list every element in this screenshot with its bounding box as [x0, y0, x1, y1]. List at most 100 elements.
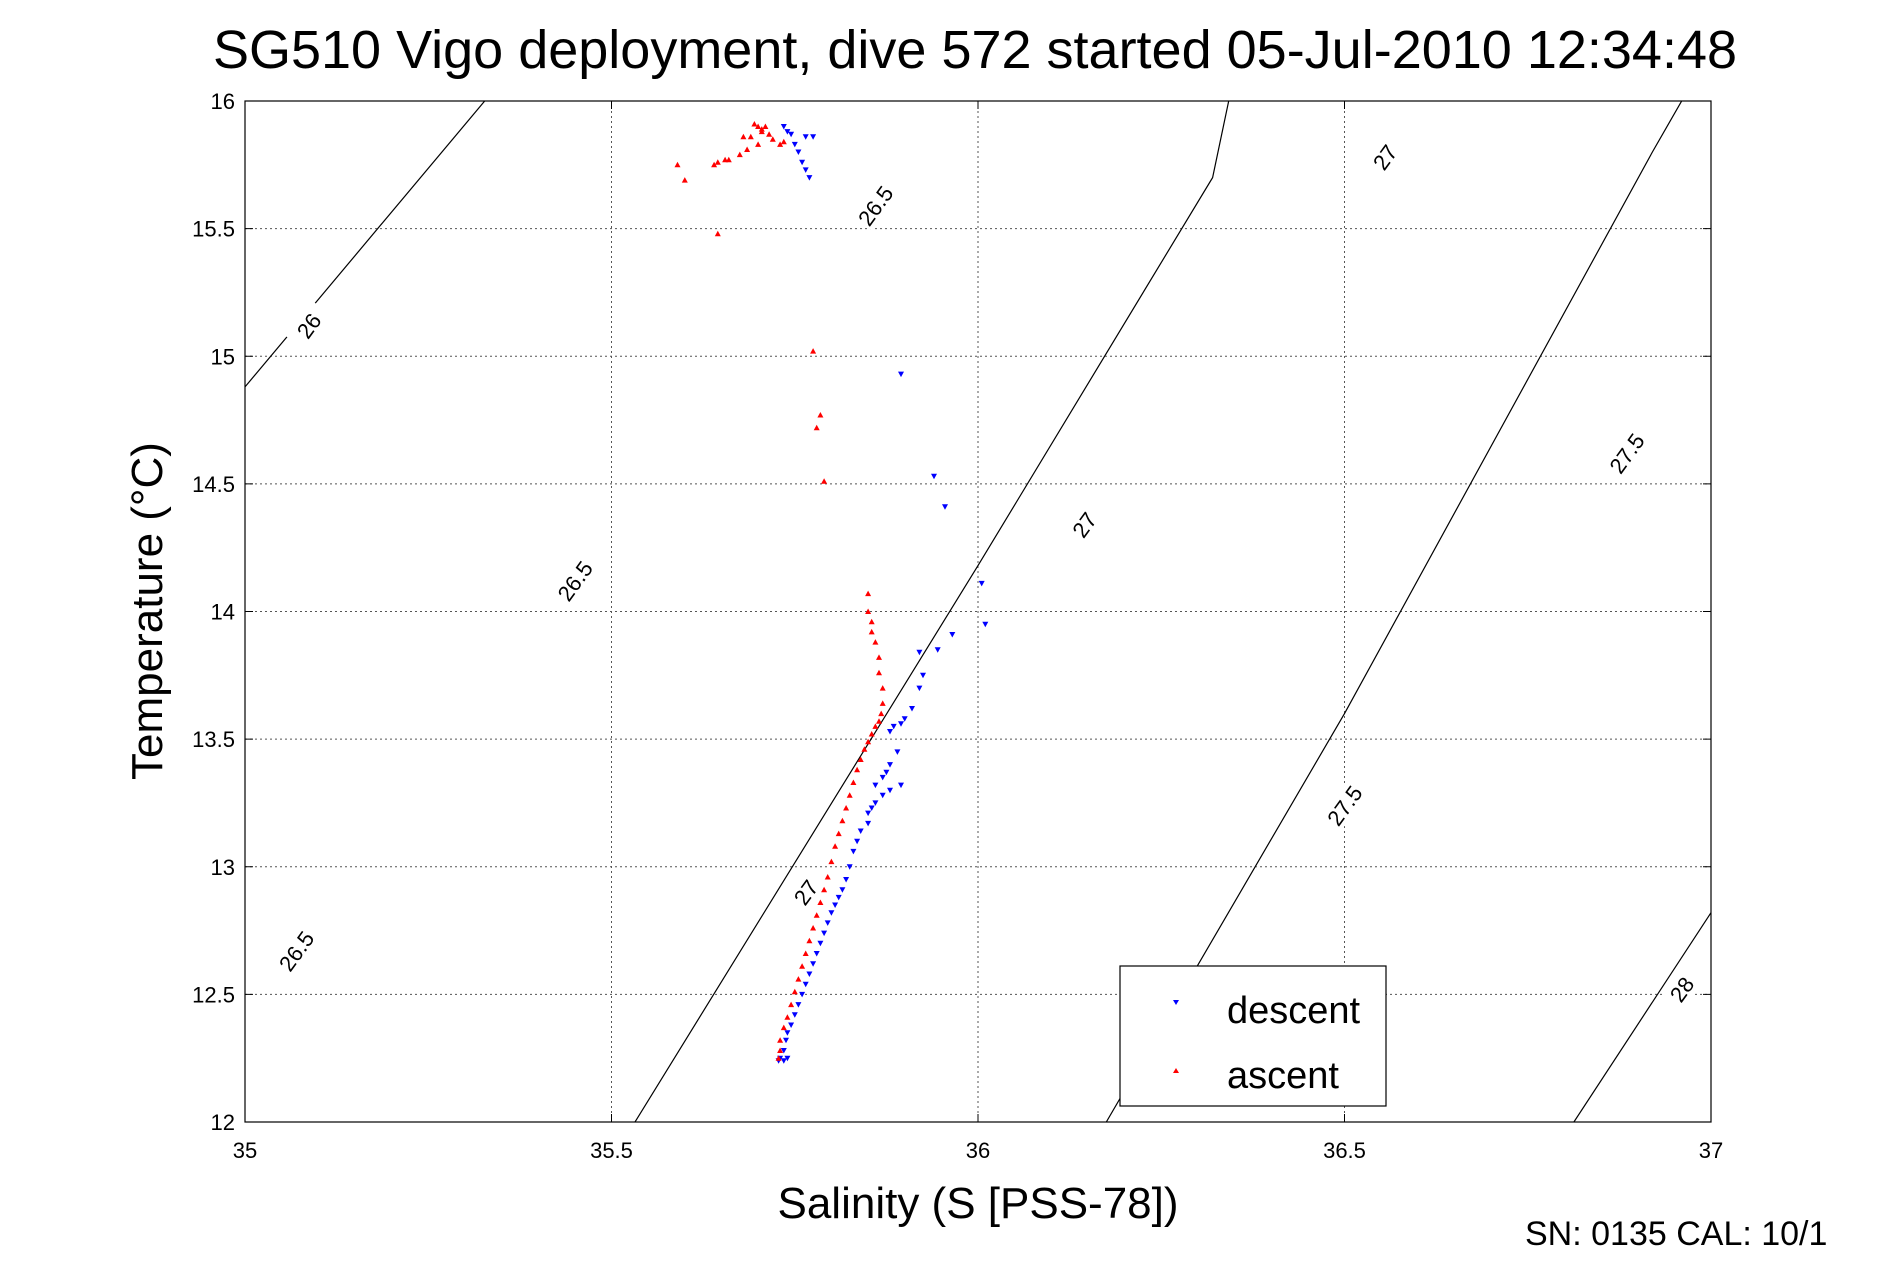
- ascent-point: [876, 718, 882, 724]
- contour-line-26-5: [634, 101, 1230, 1122]
- legend-ascent-marker: [1173, 1068, 1179, 1073]
- ascent-point: [878, 710, 885, 717]
- density-contours: [245, 101, 1711, 1122]
- contour-label-backdrop: [1321, 780, 1368, 831]
- ascent-point: [751, 121, 758, 127]
- descent-point: [887, 729, 893, 735]
- descent-point: [784, 1030, 791, 1036]
- x-tick-label: 37: [1699, 1138, 1723, 1163]
- ascent-point: [854, 766, 861, 773]
- ascent-point: [736, 151, 743, 158]
- ascent-point: [861, 746, 868, 752]
- descent-point: [784, 1055, 791, 1062]
- descent-point: [931, 473, 937, 480]
- descent-point: [802, 134, 809, 140]
- ascent-point: [775, 1055, 782, 1061]
- ascent-point: [850, 779, 857, 785]
- y-tick-label: 12: [211, 1110, 235, 1135]
- ascent-point: [810, 348, 817, 354]
- legend-box: [1119, 965, 1387, 1107]
- descent-point: [934, 647, 941, 653]
- descent-point: [887, 787, 893, 794]
- x-tick-label: 36.5: [1323, 1138, 1366, 1163]
- descent-point: [791, 1012, 798, 1018]
- ascent-point: [817, 899, 824, 905]
- descent-point: [821, 930, 828, 937]
- contour-label-backdrop: [286, 300, 332, 351]
- contour-label-backdrop: [273, 926, 319, 976]
- ascent-point: [740, 133, 747, 140]
- descent-point: [802, 981, 809, 988]
- descent-point: [872, 800, 879, 806]
- descent-point: [890, 723, 897, 730]
- descent-point: [916, 649, 923, 656]
- grid-lines: [245, 101, 1711, 1122]
- descent-point: [982, 621, 989, 628]
- ascent-point: [777, 1047, 784, 1053]
- descent-point: [784, 129, 791, 135]
- ascent-point: [868, 628, 875, 635]
- descent-point: [828, 910, 835, 916]
- descent-point: [780, 1048, 787, 1054]
- ascent-point: [758, 128, 765, 135]
- legend-descent-label: descent: [1227, 990, 1361, 1032]
- ascent-point: [795, 976, 802, 982]
- y-tick-label: 15: [211, 344, 235, 369]
- descent-point: [780, 124, 787, 130]
- chart-title: SG510 Vigo deployment, dive 572 started …: [213, 20, 1737, 80]
- footer-serial-cal: SN: 0135 CAL: 10/1: [1525, 1215, 1827, 1253]
- ascent-point: [784, 1014, 791, 1020]
- y-tick-label: 16: [211, 89, 235, 114]
- ascent-point: [813, 424, 820, 431]
- ascent-point: [674, 161, 681, 168]
- descent-point: [810, 134, 817, 140]
- descent-point: [780, 1058, 787, 1064]
- ascent-point: [747, 133, 754, 140]
- contour-label-backdrop: [1362, 132, 1408, 183]
- contour-label-backdrop: [1061, 499, 1107, 550]
- x-axis-label: Salinity (S [PSS-78]): [777, 1179, 1178, 1228]
- ascent-point: [711, 161, 718, 168]
- y-tick-label: 13: [211, 855, 235, 880]
- x-tick-label: 36: [966, 1138, 990, 1163]
- descent-point: [920, 672, 926, 679]
- descent-point: [799, 991, 806, 998]
- ascent-point: [777, 141, 784, 147]
- ascent-point: [766, 131, 773, 137]
- descent-point: [898, 782, 904, 789]
- y-tick-label: 15.5: [192, 217, 235, 242]
- ascent-point: [876, 669, 882, 676]
- descent-point: [788, 1022, 795, 1028]
- descent-point: [865, 810, 872, 817]
- ascent-point: [769, 136, 776, 142]
- ascent-point: [839, 817, 846, 824]
- descent-point: [799, 159, 806, 166]
- ascent-point: [865, 608, 872, 614]
- y-tick-label: 12.5: [192, 982, 235, 1007]
- ascent-point: [755, 123, 762, 129]
- y-axis-label: Temperature (°C): [123, 442, 172, 780]
- contour-line-27: [1105, 101, 1683, 1122]
- ascent-point: [876, 654, 882, 660]
- ascent-point: [846, 792, 853, 798]
- descent-point: [810, 961, 817, 967]
- ascent-point: [821, 478, 828, 484]
- descent-point: [824, 920, 831, 926]
- contour-label-backdrop: [783, 867, 829, 918]
- ascent-point: [832, 843, 839, 849]
- axis-ticks: 35 35.5 36 36.5 37 12 12.5 13 13.5 14 14.5 15 15.5 16: [192, 89, 1723, 1163]
- ascent-point: [802, 950, 809, 956]
- ascent-point: [817, 412, 824, 418]
- descent-point: [806, 175, 813, 181]
- descent-point: [879, 774, 886, 781]
- legend: descent ascent: [1119, 965, 1387, 1107]
- descent-point: [872, 782, 879, 789]
- descent-point: [894, 749, 901, 755]
- ascent-point: [872, 723, 879, 729]
- descent-point: [802, 167, 809, 173]
- ascent-point: [843, 805, 850, 811]
- ascent-point: [821, 886, 828, 893]
- descent-point: [898, 721, 904, 727]
- contour-line-27-5: [1573, 912, 1711, 1122]
